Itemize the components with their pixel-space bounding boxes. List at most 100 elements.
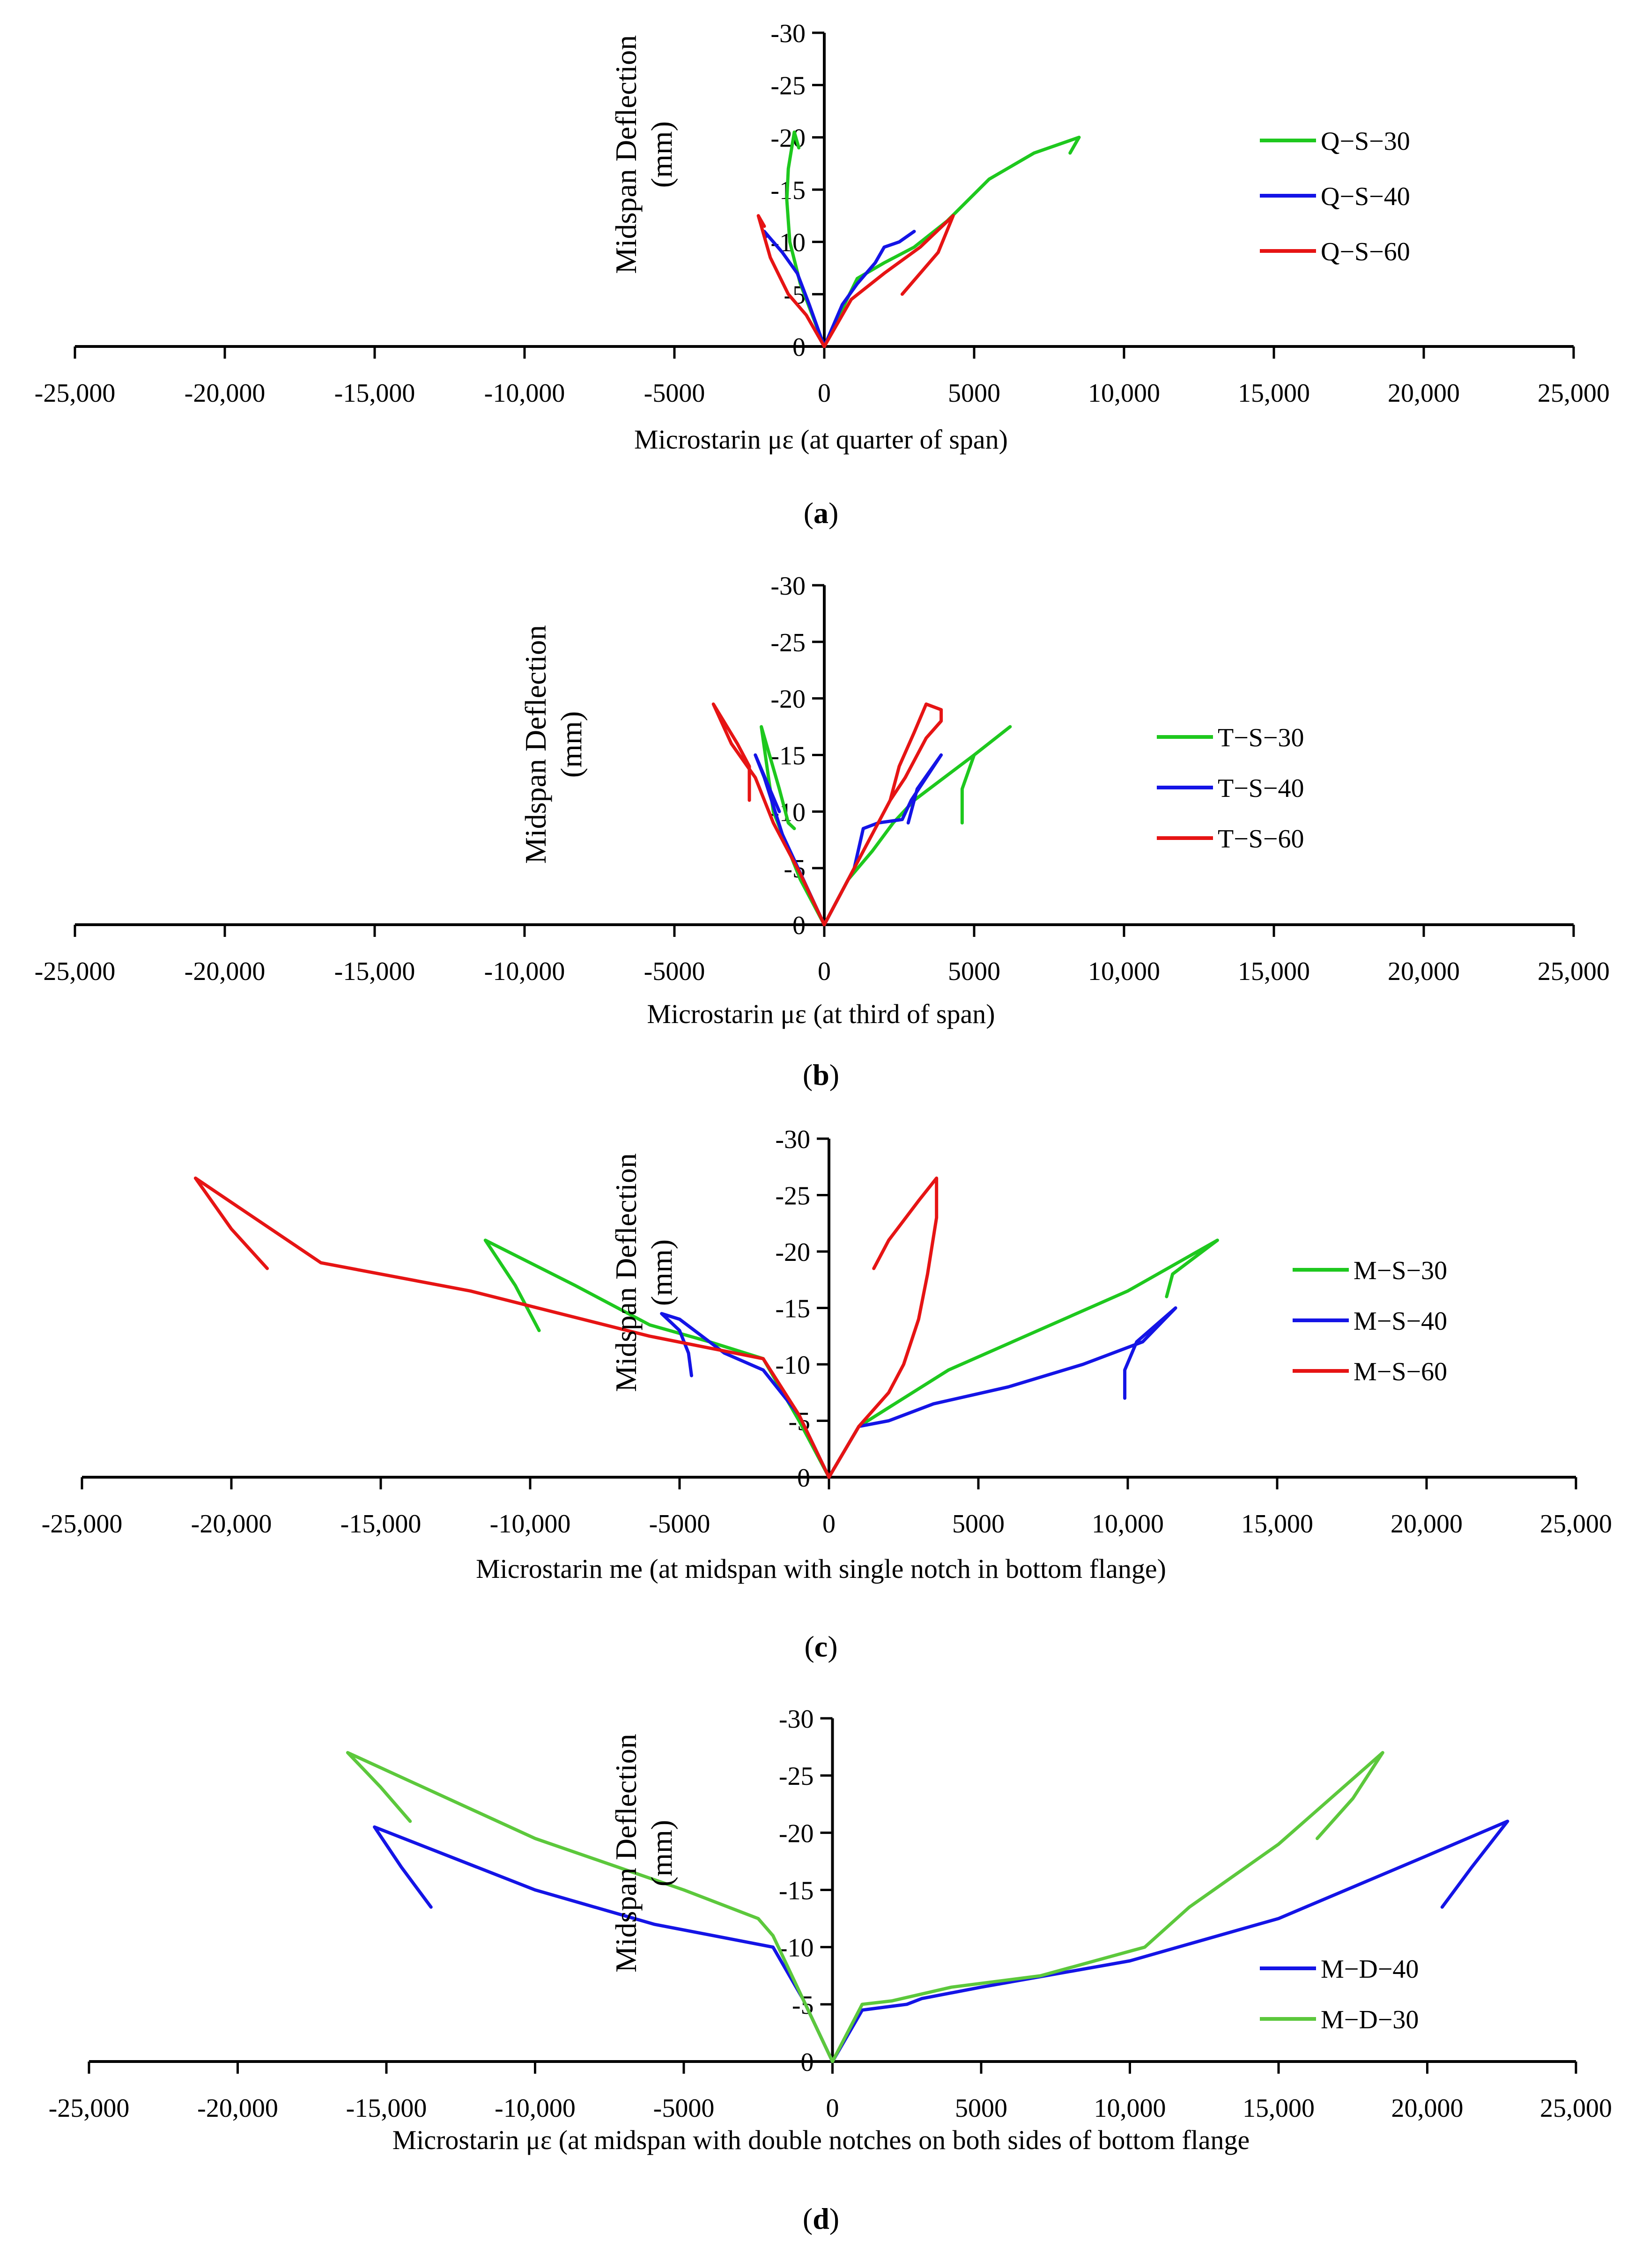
series-line	[822, 753, 943, 927]
y-tick-label: -10	[775, 1351, 810, 1380]
x-tick-label: -15,000	[334, 957, 415, 986]
x-axis-label: Microstarin με (at third of span)	[647, 999, 995, 1029]
series-line	[827, 1238, 1219, 1479]
x-tick-label: 5000	[948, 957, 1000, 986]
y-tick-label: -15	[775, 1295, 810, 1324]
y-tick-label: 0	[792, 333, 806, 362]
chart-panel-b: -25,000 -20,000 -15,000 -10,000 -5000 0 5000 10…	[35, 572, 1610, 1091]
chart-panel-d: -25,000 -20,000 -15,000 -10,000 -5000 0 5000 10…	[49, 1705, 1612, 2235]
x-tick-label: 5000	[955, 2094, 1007, 2123]
series-line	[193, 1176, 831, 1479]
series-line	[822, 702, 943, 927]
panel-caption: (c)	[804, 1630, 837, 1663]
x-axis-label: Microstarin me (at midspan with single n…	[476, 1554, 1166, 1584]
series-line	[660, 1312, 831, 1479]
legend-label: T−S−30	[1218, 723, 1304, 752]
series-line	[822, 214, 955, 348]
x-tick-label: -25,000	[35, 379, 116, 408]
legend-label: M−S−60	[1354, 1357, 1447, 1386]
y-tick-label: -25	[775, 1182, 810, 1211]
y-tick-label: -15	[770, 742, 806, 771]
x-tick-label: 15,000	[1238, 379, 1310, 408]
panel-caption: (a)	[804, 496, 839, 530]
x-tick-label: -15,000	[340, 1510, 422, 1539]
legend-label: M−D−40	[1321, 1955, 1419, 1984]
x-tick-label: -10,000	[495, 2094, 576, 2123]
x-axis-label: Microstarin με (at midspan with double n…	[392, 2125, 1250, 2155]
x-tick-label: -20,000	[191, 1510, 272, 1539]
x-tick-label: 5000	[952, 1510, 1005, 1539]
x-tick-label: -5000	[644, 957, 705, 986]
legend-label: T−S−60	[1218, 825, 1304, 854]
y-axis-label: Midspan Deflection(mm)	[609, 1153, 678, 1392]
series-line	[822, 725, 1012, 927]
x-tick-label: -10,000	[484, 957, 565, 986]
y-axis-label: Midspan Deflection(mm)	[609, 35, 678, 274]
panel-caption: (b)	[803, 1058, 839, 1091]
x-tick-label: -15,000	[346, 2094, 427, 2123]
y-tick-label: 0	[801, 2048, 814, 2077]
x-tick-label: 0	[818, 957, 831, 986]
y-axis-label: Midspan Deflection(mm)	[609, 1734, 678, 1973]
x-tick-label: -15,000	[334, 379, 415, 408]
x-tick-label: 25,000	[1540, 2094, 1612, 2123]
series-line	[760, 725, 826, 927]
series-line	[346, 1751, 834, 2063]
legend-label: Q−S−40	[1321, 182, 1410, 211]
y-tick-label: -25	[770, 72, 806, 101]
x-tick-label: -10,000	[484, 379, 565, 408]
series-line	[827, 1306, 1177, 1479]
y-tick-label: 0	[797, 1464, 810, 1493]
x-tick-label: 20,000	[1388, 957, 1460, 986]
x-tick-label: -5000	[653, 2094, 715, 2123]
legend-label: M−S−30	[1354, 1256, 1447, 1285]
y-axis-label: Midspan Deflection(mm)	[519, 625, 588, 864]
y-tick-label: -30	[770, 572, 806, 601]
y-tick-label: -30	[775, 1125, 810, 1154]
series-line	[756, 214, 826, 348]
chart-panel-c: -25,000 -20,000 -15,000 -10,000 -5000 0 5000 10…	[42, 1125, 1612, 1663]
x-tick-label: 25,000	[1538, 957, 1610, 986]
series-line	[831, 1819, 1509, 2063]
x-tick-label: 15,000	[1241, 1510, 1313, 1539]
y-tick-label: -25	[770, 628, 806, 657]
x-tick-label: -25,000	[42, 1510, 123, 1539]
y-tick-label: -20	[775, 1238, 810, 1267]
y-tick-label: -30	[779, 1705, 814, 1734]
x-tick-label: 20,000	[1388, 379, 1460, 408]
x-tick-label: 10,000	[1094, 2094, 1166, 2123]
y-tick-label: 0	[792, 911, 806, 940]
series-line	[711, 702, 826, 927]
x-axis-label: Microstarin με (at quarter of span)	[634, 424, 1008, 455]
x-tick-label: 20,000	[1391, 1510, 1463, 1539]
x-tick-label: 0	[826, 2094, 839, 2123]
x-tick-label: 25,000	[1538, 379, 1610, 408]
x-tick-label: 5000	[948, 379, 1000, 408]
x-tick-label: 25,000	[1540, 1510, 1612, 1539]
x-tick-label: 0	[818, 379, 831, 408]
x-tick-label: 10,000	[1092, 1510, 1164, 1539]
x-tick-label: 10,000	[1088, 379, 1160, 408]
x-tick-label: -25,000	[49, 2094, 130, 2123]
series-line	[827, 1176, 939, 1479]
legend-label: Q−S−60	[1321, 237, 1410, 266]
x-tick-label: -20,000	[185, 957, 266, 986]
y-tick-label: -15	[779, 1877, 814, 1906]
x-tick-label: 15,000	[1243, 2094, 1315, 2123]
series-line	[831, 1751, 1384, 2063]
y-tick-label: -20	[779, 1819, 814, 1848]
chart-panel-a: -25,000 -20,000 -15,000 -10,000 -5000 0 5000 10…	[35, 19, 1610, 530]
x-tick-label: -5000	[644, 379, 705, 408]
y-tick-label: -20	[770, 685, 806, 714]
series-line	[822, 135, 1081, 348]
legend-label: Q−S−30	[1321, 127, 1410, 156]
legend-label: M−D−30	[1321, 2005, 1419, 2034]
legend-label: M−S−40	[1354, 1307, 1447, 1336]
x-tick-label: 10,000	[1088, 957, 1160, 986]
panel-caption: (d)	[803, 2202, 839, 2235]
x-tick-label: -25,000	[35, 957, 116, 986]
x-tick-label: -5000	[649, 1510, 710, 1539]
series-line	[822, 229, 916, 348]
x-tick-label: 0	[822, 1510, 836, 1539]
